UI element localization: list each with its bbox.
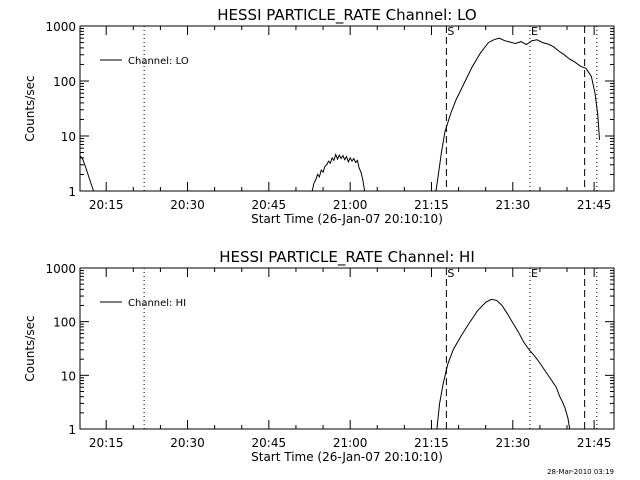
y-axis-label: Counts/sec — [23, 315, 37, 381]
panel-lo: HESSI PARTICLE_RATE Channel: LO Start Tim… — [23, 6, 615, 226]
x-tick-label: 21:30 — [496, 436, 531, 450]
y-tick-label: 100 — [53, 75, 76, 89]
chart-title: HESSI PARTICLE_RATE Channel: HI — [219, 248, 475, 267]
x-axis-label: Start Time (26-Jan-07 20:10:10) — [251, 450, 443, 464]
x-tick-label: 20:45 — [252, 436, 287, 450]
plot-frame — [79, 267, 615, 430]
legend-label: Channel: HI — [128, 298, 186, 309]
panel-hi: HESSI PARTICLE_RATE Channel: HI Start Tim… — [23, 248, 615, 464]
series-line — [436, 298, 571, 429]
x-tick-label: 21:45 — [577, 198, 612, 212]
x-tick-label: 21:00 — [333, 436, 368, 450]
y-tick-label: 100 — [53, 316, 76, 330]
y-tick-label: 10 — [61, 369, 76, 383]
plot-frame — [79, 25, 615, 192]
y-tick-label: 1000 — [45, 20, 76, 34]
x-tick-label: 20:15 — [89, 198, 124, 212]
legend-label: Channel: LO — [128, 56, 189, 67]
marker-label-s: S — [447, 267, 454, 280]
marker-label-e: E — [531, 25, 538, 38]
x-tick-label: 21:45 — [577, 436, 612, 450]
x-tick-label: 20:15 — [89, 436, 124, 450]
y-tick-label: 1000 — [45, 262, 76, 276]
series-line — [80, 37, 600, 191]
x-tick-label: 21:00 — [333, 198, 368, 212]
chart-title: HESSI PARTICLE_RATE Channel: LO — [217, 6, 476, 25]
datestamp: 28-Mar-2010 03:19 — [547, 468, 614, 476]
x-tick-label: 21:30 — [496, 198, 531, 212]
x-tick-label: 21:15 — [414, 436, 449, 450]
marker-label-e: E — [531, 267, 538, 280]
marker-label-s: S — [447, 25, 454, 38]
x-tick-label: 20:30 — [170, 198, 205, 212]
y-axis-label: Counts/sec — [23, 75, 37, 141]
y-tick-label: 1 — [68, 423, 76, 437]
y-tick-label: 1 — [68, 185, 76, 199]
y-tick-label: 10 — [61, 130, 76, 144]
x-tick-label: 20:30 — [170, 436, 205, 450]
x-tick-label: 21:15 — [414, 198, 449, 212]
x-tick-label: 20:45 — [252, 198, 287, 212]
x-axis-label: Start Time (26-Jan-07 20:10:10) — [251, 212, 443, 226]
